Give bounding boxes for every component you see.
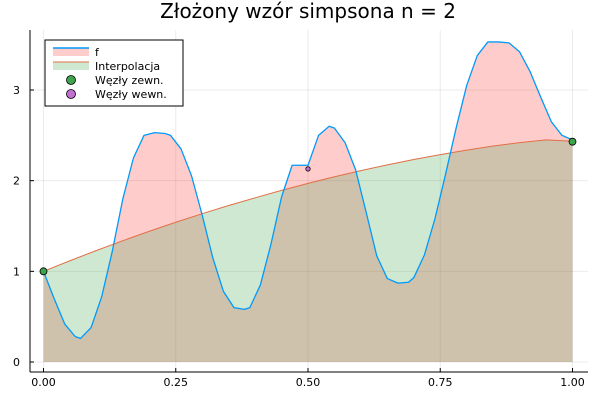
legend-marker-outer [66, 75, 76, 85]
chart-title: Złożony wzór simpsona n = 2 [160, 0, 456, 23]
legend-label: Węzły zewn. [95, 74, 164, 87]
legend-label: Węzły wewn. [95, 88, 167, 101]
y-tick-label: 1 [13, 265, 20, 278]
f-area [43, 41, 573, 363]
legend-marker-inner [66, 89, 76, 99]
x-tick-label: 0.50 [296, 376, 321, 389]
legend-entry: f [53, 46, 100, 59]
legend-swatch-interpolation [53, 62, 89, 70]
outer-node-point [39, 267, 48, 276]
legend-label: Interpolacja [95, 60, 160, 73]
markers [39, 137, 577, 276]
legend-entry: Węzły wewn. [66, 88, 167, 101]
x-tick-label: 0.00 [31, 376, 56, 389]
axes: 0.00 0.25 0.50 0.75 1.00 0 1 2 3 [13, 30, 588, 389]
interpolation-line [43, 139, 573, 272]
x-tick-label: 0.75 [428, 376, 453, 389]
x-tick-label: 0.25 [164, 376, 189, 389]
legend-swatch-f [53, 48, 89, 56]
y-tick-label: 3 [13, 84, 20, 97]
f-line [42, 41, 573, 340]
outer-node-point [568, 137, 577, 146]
legend-entry: Interpolacja [53, 60, 160, 73]
series-lines [42, 41, 573, 340]
inner-node-point [305, 166, 311, 172]
legend-label: f [95, 46, 100, 59]
y-tick-label: 0 [13, 356, 20, 369]
y-tick-label: 2 [13, 175, 20, 188]
x-tick-label: 1.00 [560, 376, 585, 389]
legend-entry: Węzły zewn. [66, 74, 164, 87]
